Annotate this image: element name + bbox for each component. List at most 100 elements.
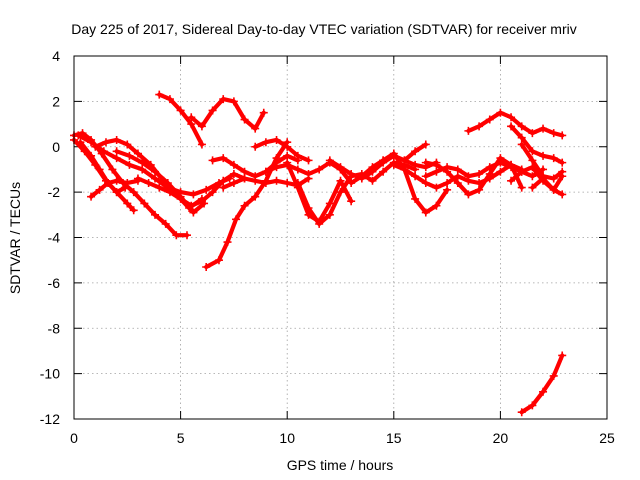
data-point-marker (400, 156, 409, 165)
data-point-marker (87, 138, 96, 147)
data-point-marker (189, 190, 198, 199)
data-point-marker (528, 163, 537, 172)
data-point-marker (528, 183, 537, 192)
data-point-marker (140, 199, 149, 208)
y-tick-label: 0 (52, 139, 60, 155)
data-point-marker (528, 172, 537, 181)
series-line (114, 149, 207, 215)
data-point-marker (432, 183, 441, 192)
data-point-marker (229, 179, 238, 188)
data-point-marker (517, 133, 526, 142)
data-point-marker (144, 179, 153, 188)
data-point-marker (421, 172, 430, 181)
data-point-marker (259, 108, 268, 117)
data-point-marker (104, 179, 113, 188)
data-point-marker (421, 158, 430, 167)
data-point-marker (517, 167, 526, 176)
series-trace-22 (421, 154, 526, 199)
data-point-marker (411, 147, 420, 156)
data-point-marker (95, 185, 104, 194)
data-point-marker (112, 176, 121, 185)
y-tick-label: -2 (48, 184, 61, 200)
series-trace-23 (464, 108, 567, 140)
data-point-marker (293, 179, 302, 188)
data-point-marker (432, 201, 441, 210)
data-point-marker (336, 176, 345, 185)
data-point-marker (219, 95, 228, 104)
data-point-marker (539, 151, 548, 160)
data-point-marker (112, 147, 121, 156)
data-point-marker (251, 142, 260, 151)
data-point-marker (283, 179, 292, 188)
data-point-marker (411, 172, 420, 181)
data-point-marker (443, 167, 452, 176)
data-point-marker (87, 192, 96, 201)
data-point-marker (293, 151, 302, 160)
data-point-marker (549, 185, 558, 194)
data-point-marker (464, 190, 473, 199)
data-point-marker (421, 179, 430, 188)
data-point-marker (558, 172, 567, 181)
data-point-marker (197, 122, 206, 131)
data-point-marker (219, 183, 228, 192)
data-point-marker (232, 215, 241, 224)
data-point-marker (112, 135, 121, 144)
data-point-marker (475, 185, 484, 194)
data-point-marker (272, 135, 281, 144)
data-point-marker (214, 256, 223, 265)
data-series-layer (70, 90, 567, 417)
data-point-marker (133, 149, 142, 158)
data-point-marker (496, 108, 505, 117)
data-point-marker (223, 238, 232, 247)
y-tick-label: 4 (52, 48, 60, 64)
data-point-marker (528, 147, 537, 156)
data-point-marker (485, 115, 494, 124)
data-point-marker (172, 231, 181, 240)
data-point-marker (176, 106, 185, 115)
data-point-marker (138, 165, 147, 174)
series-line (519, 353, 565, 415)
data-point-marker (151, 210, 160, 219)
data-point-marker (453, 172, 462, 181)
data-point-marker (251, 192, 260, 201)
data-point-marker (528, 129, 537, 138)
data-point-marker (368, 176, 377, 185)
y-tick-label: -8 (48, 320, 61, 336)
data-point-marker (187, 113, 196, 122)
y-tick-label: -4 (48, 230, 61, 246)
data-point-marker (400, 165, 409, 174)
data-point-marker (202, 185, 211, 194)
data-point-marker (379, 156, 388, 165)
data-point-marker (197, 140, 206, 149)
data-point-marker (261, 179, 270, 188)
data-point-marker (507, 122, 516, 131)
series-line (466, 110, 565, 138)
data-point-marker (189, 208, 198, 217)
y-tick-label: -10 (40, 366, 60, 382)
series-trace-28 (517, 351, 567, 417)
data-point-marker (229, 97, 238, 106)
data-point-marker (496, 154, 505, 163)
data-point-marker (240, 201, 249, 210)
data-point-marker (421, 140, 430, 149)
data-point-marker (453, 165, 462, 174)
data-point-marker (485, 169, 494, 178)
x-tick-label: 20 (493, 430, 509, 446)
data-point-marker (133, 174, 142, 183)
plot-frame (73, 55, 608, 420)
x-tick-label: 0 (70, 430, 78, 446)
series-trace-24 (507, 122, 567, 167)
data-point-marker (229, 160, 238, 169)
data-point-marker (453, 179, 462, 188)
data-point-marker (432, 167, 441, 176)
series-line (509, 165, 565, 192)
data-point-marker (251, 124, 260, 133)
data-point-marker (549, 371, 558, 380)
data-point-marker (91, 142, 100, 151)
data-point-marker (347, 197, 356, 206)
data-point-marker (129, 206, 138, 215)
data-point-marker (549, 174, 558, 183)
data-point-marker (187, 120, 196, 129)
y-tick-label: -6 (48, 275, 61, 291)
